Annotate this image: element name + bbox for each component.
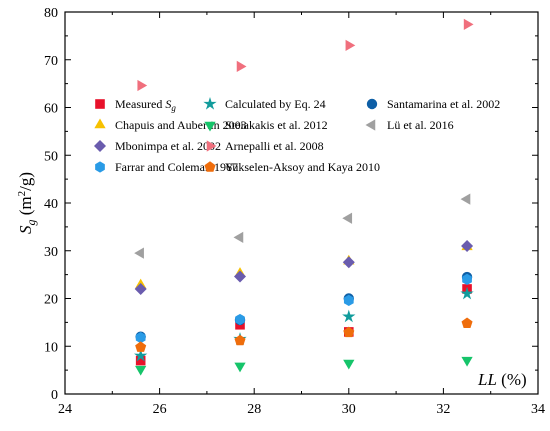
y-tick-label: 40 bbox=[44, 197, 58, 212]
legend-marker bbox=[94, 140, 106, 152]
y-tick-label: 80 bbox=[44, 6, 58, 21]
legend-label: Santamarina et al. 2002 bbox=[387, 97, 500, 111]
x-tick-label: 30 bbox=[342, 402, 356, 417]
legend-label: Chapuis and Aubertin 2003 bbox=[115, 118, 247, 132]
legend-label: Measured Sg bbox=[115, 97, 176, 113]
data-point bbox=[135, 365, 147, 376]
y-tick-label: 50 bbox=[44, 149, 58, 164]
legend-label: Calculated by Eq. 24 bbox=[225, 97, 326, 111]
legend-marker bbox=[95, 99, 105, 109]
data-point bbox=[342, 212, 353, 224]
x-tick-label: 32 bbox=[436, 402, 450, 417]
x-tick-label: 28 bbox=[247, 402, 261, 417]
legend-item-calculated-by-eq-24: Calculated by Eq. 24 bbox=[203, 97, 326, 111]
data-point bbox=[345, 39, 356, 52]
legend-marker bbox=[204, 161, 216, 172]
data-point bbox=[235, 313, 245, 326]
legend-item-farrar-and-coleman-1967: Farrar and Coleman 1967 bbox=[95, 160, 238, 174]
data-point bbox=[462, 273, 472, 285]
series-mbonimpa-et-al-2002 bbox=[134, 239, 474, 295]
x-axis-title: LL (%) bbox=[477, 370, 527, 389]
legend-label: Lü et al. 2016 bbox=[387, 118, 454, 132]
x-tick-label: 24 bbox=[58, 402, 72, 417]
y-tick-label: 0 bbox=[51, 388, 58, 403]
legend-item-arnepalli-et-al-2008: Arnepalli et al. 2008 bbox=[206, 139, 324, 153]
data-point bbox=[460, 193, 471, 205]
data-point bbox=[134, 348, 148, 362]
y-tick-label: 10 bbox=[44, 340, 58, 355]
legend-label: Mbonimpa et al. 2002 bbox=[115, 139, 221, 153]
series-calculated-by-eq-24 bbox=[134, 286, 474, 362]
legend-marker bbox=[94, 118, 106, 129]
legend-marker bbox=[366, 98, 378, 110]
data-point bbox=[343, 359, 355, 370]
series-l-et-al-2016 bbox=[134, 193, 471, 259]
legend-marker bbox=[365, 119, 376, 131]
legend-label: Yukselen-Aksoy and Kaya 2010 bbox=[225, 160, 380, 174]
data-point bbox=[236, 60, 247, 73]
x-tick-label: 26 bbox=[153, 402, 167, 417]
data-point bbox=[463, 18, 474, 31]
series-farrar-and-coleman-1967 bbox=[135, 273, 472, 344]
legend-item-measured-sg: Measured Sg bbox=[95, 97, 176, 113]
legend-marker bbox=[203, 97, 217, 110]
data-point bbox=[233, 231, 244, 244]
y-tick-label: 60 bbox=[44, 102, 58, 117]
legend-item-mbonimpa-et-al-2002: Mbonimpa et al. 2002 bbox=[94, 139, 221, 153]
legend-item-santamarina-et-al-2002: Santamarina et al. 2002 bbox=[366, 97, 500, 111]
y-axis-title: Sg (m2/g) bbox=[16, 172, 38, 234]
data-point bbox=[135, 341, 147, 352]
data-point bbox=[234, 270, 247, 283]
y-tick-label: 20 bbox=[44, 293, 58, 308]
series-santamarina-et-al-2002 bbox=[135, 271, 473, 342]
data-point bbox=[460, 286, 474, 300]
legend-item-yukselen-aksoy-and-kaya-2010: Yukselen-Aksoy and Kaya 2010 bbox=[204, 160, 380, 174]
series-yukselen-aksoy-and-kaya-2010 bbox=[135, 317, 473, 352]
axis-titles: LL (%) Sg (m2/g) bbox=[16, 172, 527, 389]
data-point bbox=[137, 79, 148, 92]
data-point bbox=[134, 282, 147, 295]
legend: Measured Sg Calculated by Eq. 24 Santamari… bbox=[94, 97, 500, 174]
legend-item-chapuis-and-aubertin-2003: Chapuis and Aubertin 2003 bbox=[94, 118, 247, 132]
data-point bbox=[134, 247, 144, 259]
data-markers bbox=[134, 18, 474, 376]
legend-label: Farrar and Coleman 1967 bbox=[115, 160, 238, 174]
series-arnepalli-et-al-2008 bbox=[137, 18, 474, 92]
data-point bbox=[343, 326, 355, 338]
data-point bbox=[342, 309, 356, 323]
legend-label: Steiakakis et al. 2012 bbox=[225, 118, 328, 132]
legend-item-steiakakis-et-al-2012: Steiakakis et al. 2012 bbox=[204, 118, 328, 132]
series-chapuis-and-aubertin-2003 bbox=[135, 240, 473, 289]
data-point bbox=[343, 294, 354, 307]
legend-marker bbox=[204, 121, 216, 132]
legend-label: Arnepalli et al. 2008 bbox=[225, 139, 324, 153]
data-point bbox=[461, 239, 474, 252]
series-measured-sg bbox=[135, 284, 472, 366]
series-steiakakis-et-al-2012 bbox=[135, 356, 473, 376]
x-tick-label: 34 bbox=[531, 402, 545, 417]
y-axis-ticks: 0 10 20 30 40 50 60 70 80 bbox=[44, 6, 538, 403]
y-tick-label: 70 bbox=[44, 54, 58, 69]
legend-marker bbox=[206, 140, 217, 152]
data-point bbox=[135, 355, 146, 366]
legend-item-l-et-al-2016: Lü et al. 2016 bbox=[365, 118, 454, 132]
legend-marker bbox=[95, 161, 105, 173]
data-point bbox=[234, 334, 246, 346]
x-axis-ticks: 24 26 28 30 32 34 bbox=[58, 12, 545, 417]
data-point bbox=[234, 362, 246, 373]
data-point bbox=[342, 256, 355, 269]
y-tick-label: 30 bbox=[44, 245, 58, 260]
data-point bbox=[461, 317, 473, 329]
data-point bbox=[135, 332, 146, 344]
data-point bbox=[461, 356, 473, 367]
